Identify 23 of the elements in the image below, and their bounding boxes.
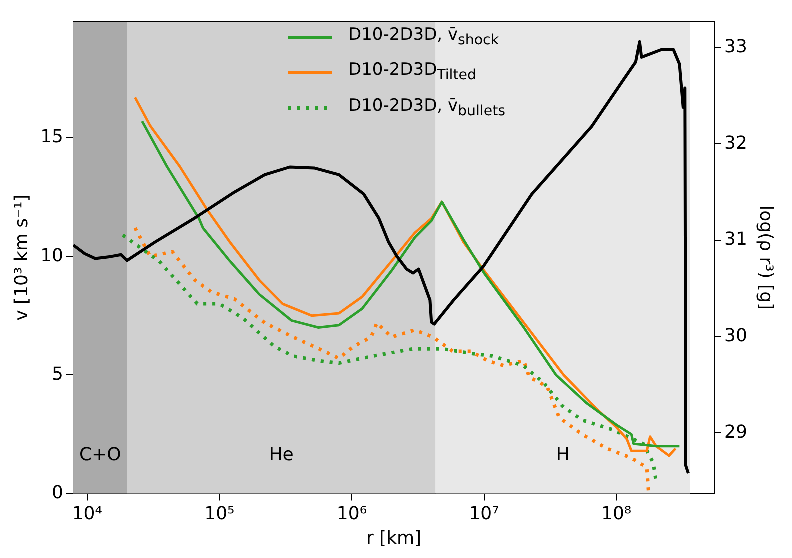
y2-tick-label: 30 [724, 325, 748, 346]
y2-tick-label: 29 [724, 422, 748, 443]
y2-axis-title: log(ρ r³) [g] [756, 206, 777, 310]
legend-label: D10-2D3D, v̄$_{bullets}$ [348, 94, 506, 122]
y-tick-label: 5 [52, 364, 64, 385]
y-tick-label: 0 [52, 482, 64, 504]
x-tick-label: 10⁵ [204, 503, 235, 524]
y-tick-label: 10 [40, 245, 64, 266]
band-label: C+O [79, 444, 122, 466]
x-tick-label: 10⁴ [72, 503, 102, 524]
y2-tick-label: 33 [724, 36, 748, 58]
x-tick-label: 10⁸ [601, 503, 632, 524]
y-tick-label: 15 [40, 126, 64, 148]
x-tick-label: 10⁷ [469, 503, 500, 524]
band-label: He [269, 444, 294, 466]
y-axis-title: v [10³ km s⁻¹] [11, 194, 32, 321]
x-tick-label: 10⁶ [336, 503, 368, 524]
y2-tick-label: 32 [724, 132, 748, 154]
x-axis-title: r [km] [366, 528, 422, 549]
band-label: H [556, 444, 570, 466]
y2-tick-label: 31 [724, 229, 748, 250]
legend-label: D10-2D3D, v̄$_{shock}$ [348, 24, 500, 50]
legend-label: D10-2D3D$_{Tilted}$ [348, 59, 476, 86]
